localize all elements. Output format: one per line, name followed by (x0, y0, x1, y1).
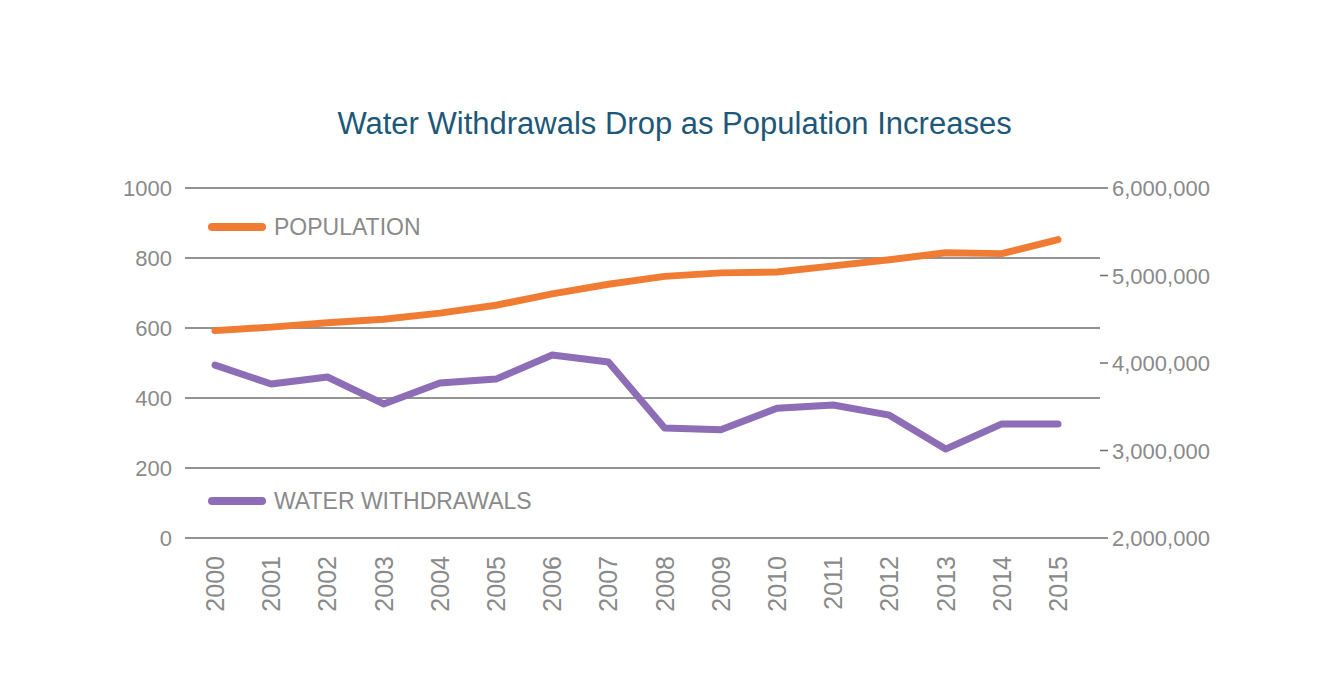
legend-label: POPULATION (274, 214, 421, 240)
grid-line (185, 187, 1100, 189)
legend-swatch (212, 223, 262, 231)
series-line (215, 240, 1058, 331)
y2-tick (1100, 187, 1108, 189)
x-tick-label: 2011 (819, 556, 847, 610)
x-tick-label: 2013 (932, 556, 960, 612)
grid-line (185, 257, 1100, 259)
legend-swatch (212, 497, 262, 505)
x-tick-label: 2008 (651, 556, 679, 612)
y2-tick-label: 6,000,000 (1112, 176, 1210, 201)
y2-tick-label: 3,000,000 (1112, 439, 1210, 464)
x-tick-label: 2006 (538, 556, 566, 612)
y2-tick-label: 5,000,000 (1112, 264, 1210, 289)
y2-tick-label: 2,000,000 (1112, 526, 1210, 551)
x-tick-label: 2002 (313, 556, 341, 612)
x-tick-label: 2015 (1044, 556, 1072, 612)
x-tick-label: 2007 (594, 556, 622, 612)
x-tick-label: 2009 (707, 556, 735, 612)
y-tick-label: 400 (135, 386, 172, 411)
x-tick-label: 2014 (988, 556, 1016, 612)
grid-line (185, 327, 1100, 329)
grid-line (185, 537, 1100, 539)
y-tick-label: 800 (135, 246, 172, 271)
x-tick-label: 2000 (201, 556, 229, 612)
title: Water Withdrawals Drop as Population Inc… (337, 106, 1011, 141)
y-tick-label: 0 (160, 526, 172, 551)
x-tick-label: 2004 (426, 556, 454, 612)
series-line (215, 355, 1058, 449)
grid-line (185, 467, 1100, 469)
y-tick-label: 600 (135, 316, 172, 341)
x-tick-label: 2001 (257, 556, 285, 612)
legend-label: WATER WITHDRAWALS (274, 488, 532, 514)
x-tick-label: 2005 (482, 556, 510, 612)
x-tick-label: 2003 (370, 556, 398, 612)
x-tick-label: 2010 (763, 556, 791, 612)
y-tick-label: 1000 (123, 176, 172, 201)
x-tick-label: 2012 (875, 556, 903, 612)
y2-tick (1100, 275, 1108, 277)
y-tick-label: 200 (135, 456, 172, 481)
y2-tick (1100, 537, 1108, 539)
y2-tick (1100, 450, 1108, 452)
plot-area (215, 240, 1058, 449)
chart: Water Withdrawals Drop as Population Inc… (0, 0, 1342, 700)
y2-tick (1100, 362, 1108, 364)
y2-tick-label: 4,000,000 (1112, 351, 1210, 376)
